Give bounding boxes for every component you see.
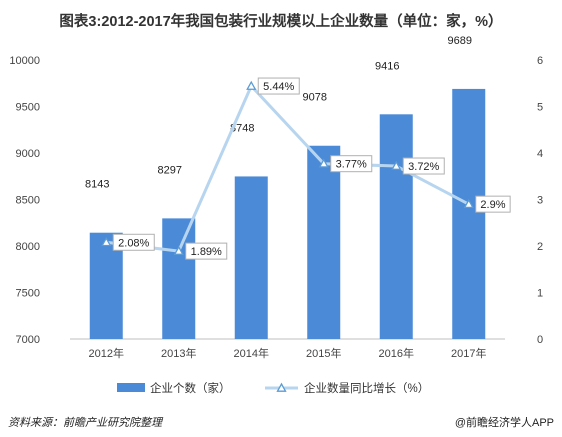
triangle-marker-icon <box>246 80 257 90</box>
growth-label-box <box>475 195 511 213</box>
growth-label-box <box>257 77 300 95</box>
right-tick-label: 6 <box>537 55 543 67</box>
left-tick-label: 8000 <box>16 241 40 253</box>
right-tick-label: 5 <box>537 102 543 114</box>
right-tick-label: 2 <box>537 241 543 253</box>
left-tick-label: 7500 <box>16 288 40 300</box>
bar-value-label: 9416 <box>375 60 399 72</box>
legend-bar-label: 企业个数（家） <box>150 381 231 395</box>
legend: 企业个数（家） 企业数量同比增长（%） <box>117 381 429 395</box>
x-tick-label: 2012年 <box>89 346 124 360</box>
growth-label-box <box>402 157 445 175</box>
bar <box>452 88 486 339</box>
bar <box>234 176 268 339</box>
right-axis-ticks: 0 1 2 3 4 5 6 <box>537 55 543 346</box>
left-axis-ticks: 7000 7500 8000 8500 9000 9500 10000 <box>9 55 40 346</box>
growth-markers <box>101 80 474 255</box>
triangle-marker-icon <box>318 158 329 168</box>
bar-value-label: 8143 <box>85 179 109 191</box>
right-tick-label: 3 <box>537 195 543 207</box>
legend-triangle-icon <box>276 382 287 392</box>
left-tick-label: 8500 <box>16 195 40 207</box>
right-tick-label: 1 <box>537 288 543 300</box>
triangle-marker-icon <box>101 236 112 247</box>
bar-labels: 8143 8297 8748 9078 9416 9689 <box>85 35 472 191</box>
x-axis-labels: 2012年 2013年 2014年 2015年 2016年 2017年 <box>89 346 487 360</box>
growth-value-label: 5.44% <box>263 81 294 93</box>
brand-note: @前瞻经济学人APP <box>454 417 554 429</box>
x-tick-label: 2013年 <box>161 346 196 360</box>
left-tick-label: 7000 <box>16 334 40 346</box>
bar <box>162 218 196 339</box>
right-tick-label: 4 <box>537 148 543 160</box>
bar-value-label: 9689 <box>448 35 472 47</box>
growth-value-label: 1.89% <box>191 246 222 258</box>
growth-value-label: 2.9% <box>480 199 505 211</box>
growth-label-box <box>330 155 373 173</box>
growth-value-label: 2.08% <box>118 237 149 249</box>
bar-value-label: 8297 <box>158 164 182 176</box>
bar <box>307 145 341 339</box>
x-tick-label: 2015年 <box>306 346 341 360</box>
growth-value-label: 3.77% <box>336 159 367 171</box>
legend-line-label: 企业数量同比增长（%） <box>304 381 429 395</box>
right-tick-label: 0 <box>537 334 543 346</box>
bar-value-label: 9078 <box>303 92 327 104</box>
chart-title: 图表3:2012-2017年我国包装行业规模以上企业数量（单位：家，%） <box>59 14 503 30</box>
legend-bar-swatch <box>117 383 145 392</box>
triangle-marker-icon <box>391 160 402 170</box>
bar <box>379 114 413 339</box>
triangle-marker-icon <box>173 245 184 255</box>
left-tick-label: 9000 <box>16 148 40 160</box>
triangle-marker-icon <box>463 198 474 208</box>
growth-label-box <box>185 242 228 260</box>
source-note: 资料来源：前瞻产业研究院整理 <box>8 417 162 429</box>
growth-labels: 2.08% 1.89% 5.44% 3.77% 3.72% 2.9% <box>112 77 511 260</box>
x-tick-label: 2014年 <box>234 346 269 360</box>
x-tick-label: 2016年 <box>379 346 414 360</box>
growth-label-box <box>112 233 155 251</box>
bar-value-label: 8748 <box>230 122 254 134</box>
bar-series <box>89 88 486 339</box>
x-tick-label: 2017年 <box>451 346 486 360</box>
left-tick-label: 9500 <box>16 102 40 114</box>
growth-value-label: 3.72% <box>408 161 439 173</box>
left-tick-label: 10000 <box>9 55 40 67</box>
